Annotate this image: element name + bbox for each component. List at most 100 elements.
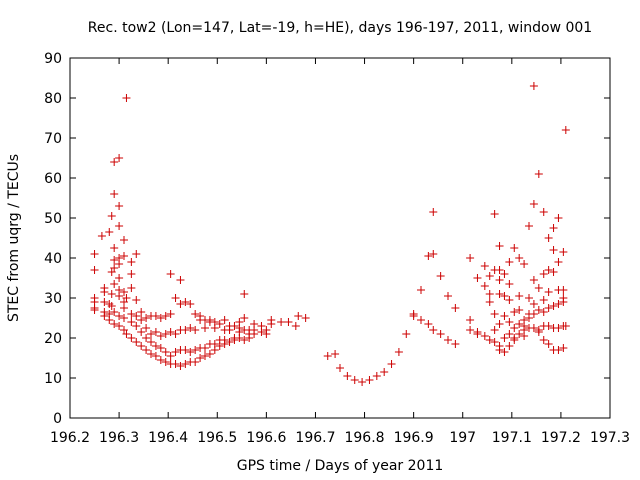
x-tick-label: 197.3: [590, 430, 630, 446]
data-point: [549, 268, 558, 276]
data-point: [161, 358, 170, 366]
data-point: [490, 326, 499, 334]
data-point: [505, 258, 514, 266]
data-point: [294, 312, 303, 320]
data-point: [387, 360, 396, 368]
data-point: [235, 334, 244, 342]
y-axis-label: STEC from uqrg / TECUs: [6, 154, 22, 322]
data-point: [166, 328, 175, 336]
data-point: [120, 288, 128, 296]
data-point: [350, 376, 359, 384]
data-point: [110, 190, 119, 198]
data-point: [240, 336, 249, 344]
data-point: [529, 82, 538, 90]
data-point: [127, 258, 136, 266]
data-point: [132, 312, 141, 320]
data-point: [115, 322, 124, 330]
data-point: [110, 280, 119, 288]
chart-title: Rec. tow2 (Lon=147, Lat=-19, h=HE), days…: [88, 20, 592, 36]
data-point: [539, 296, 548, 304]
data-point: [127, 284, 136, 292]
data-point: [529, 300, 538, 308]
data-point: [277, 318, 286, 326]
data-point: [115, 202, 124, 210]
data-point: [161, 348, 170, 356]
data-point: [171, 348, 180, 356]
data-point: [505, 318, 514, 326]
data-point: [105, 228, 114, 236]
data-point: [137, 328, 146, 336]
data-point: [291, 322, 300, 330]
data-point: [107, 290, 116, 298]
data-point: [436, 330, 445, 338]
data-point: [554, 346, 563, 354]
data-point: [240, 314, 249, 322]
data-point: [549, 246, 558, 254]
x-tick-label: 197.2: [541, 430, 581, 446]
x-tick-label: 196.8: [344, 430, 384, 446]
data-point: [201, 324, 209, 332]
data-point: [505, 280, 514, 288]
data-point: [485, 336, 494, 344]
data-point: [137, 308, 146, 316]
data-point: [156, 314, 165, 322]
data-point: [561, 322, 570, 330]
data-point: [90, 250, 99, 258]
data-point: [429, 326, 438, 334]
data-point: [495, 276, 504, 284]
data-point: [284, 318, 293, 326]
x-tick-label: 197: [449, 430, 476, 446]
data-point: [559, 286, 568, 294]
data-point: [301, 314, 310, 322]
data-point: [191, 358, 200, 366]
data-point: [262, 330, 271, 338]
data-point: [115, 154, 124, 162]
data-point: [480, 262, 489, 270]
x-tick-label: 196.4: [148, 430, 188, 446]
plot-frame: [69, 57, 611, 419]
data-point: [176, 362, 185, 370]
data-point: [166, 270, 175, 278]
data-point: [539, 208, 548, 216]
data-point: [365, 376, 374, 384]
data-point: [544, 234, 553, 242]
data-point: [115, 274, 124, 282]
data-point: [127, 334, 136, 342]
data-point: [107, 212, 116, 220]
data-point: [100, 298, 109, 306]
data-point: [181, 326, 190, 334]
data-point: [110, 256, 119, 264]
data-point: [147, 350, 155, 358]
data-point: [451, 340, 460, 348]
data-point: [515, 306, 524, 314]
data-point: [147, 330, 155, 338]
data-point: [132, 322, 141, 330]
data-point: [544, 266, 553, 274]
data-point: [480, 332, 489, 340]
data-point: [156, 344, 165, 352]
data-point: [115, 292, 124, 300]
data-point: [120, 236, 128, 244]
data-point: [495, 346, 504, 354]
data-point: [220, 340, 229, 348]
y-tick-label: 80: [44, 91, 62, 107]
data-point: [358, 378, 367, 386]
x-tick-label: 196.7: [295, 430, 335, 446]
data-point: [429, 208, 438, 216]
data-point: [323, 352, 332, 360]
data-point: [127, 270, 136, 278]
data-point: [171, 330, 180, 338]
data-point: [142, 324, 151, 332]
data-point: [559, 298, 568, 306]
data-point: [110, 320, 119, 328]
data-point: [529, 276, 538, 284]
data-point: [505, 342, 514, 350]
data-point: [417, 286, 425, 294]
data-point: [225, 326, 234, 334]
data-point: [549, 224, 558, 232]
y-tick-label: 30: [44, 291, 62, 307]
data-point: [490, 310, 499, 318]
data-point: [485, 272, 494, 280]
data-point: [205, 350, 214, 358]
data-point: [372, 372, 381, 380]
